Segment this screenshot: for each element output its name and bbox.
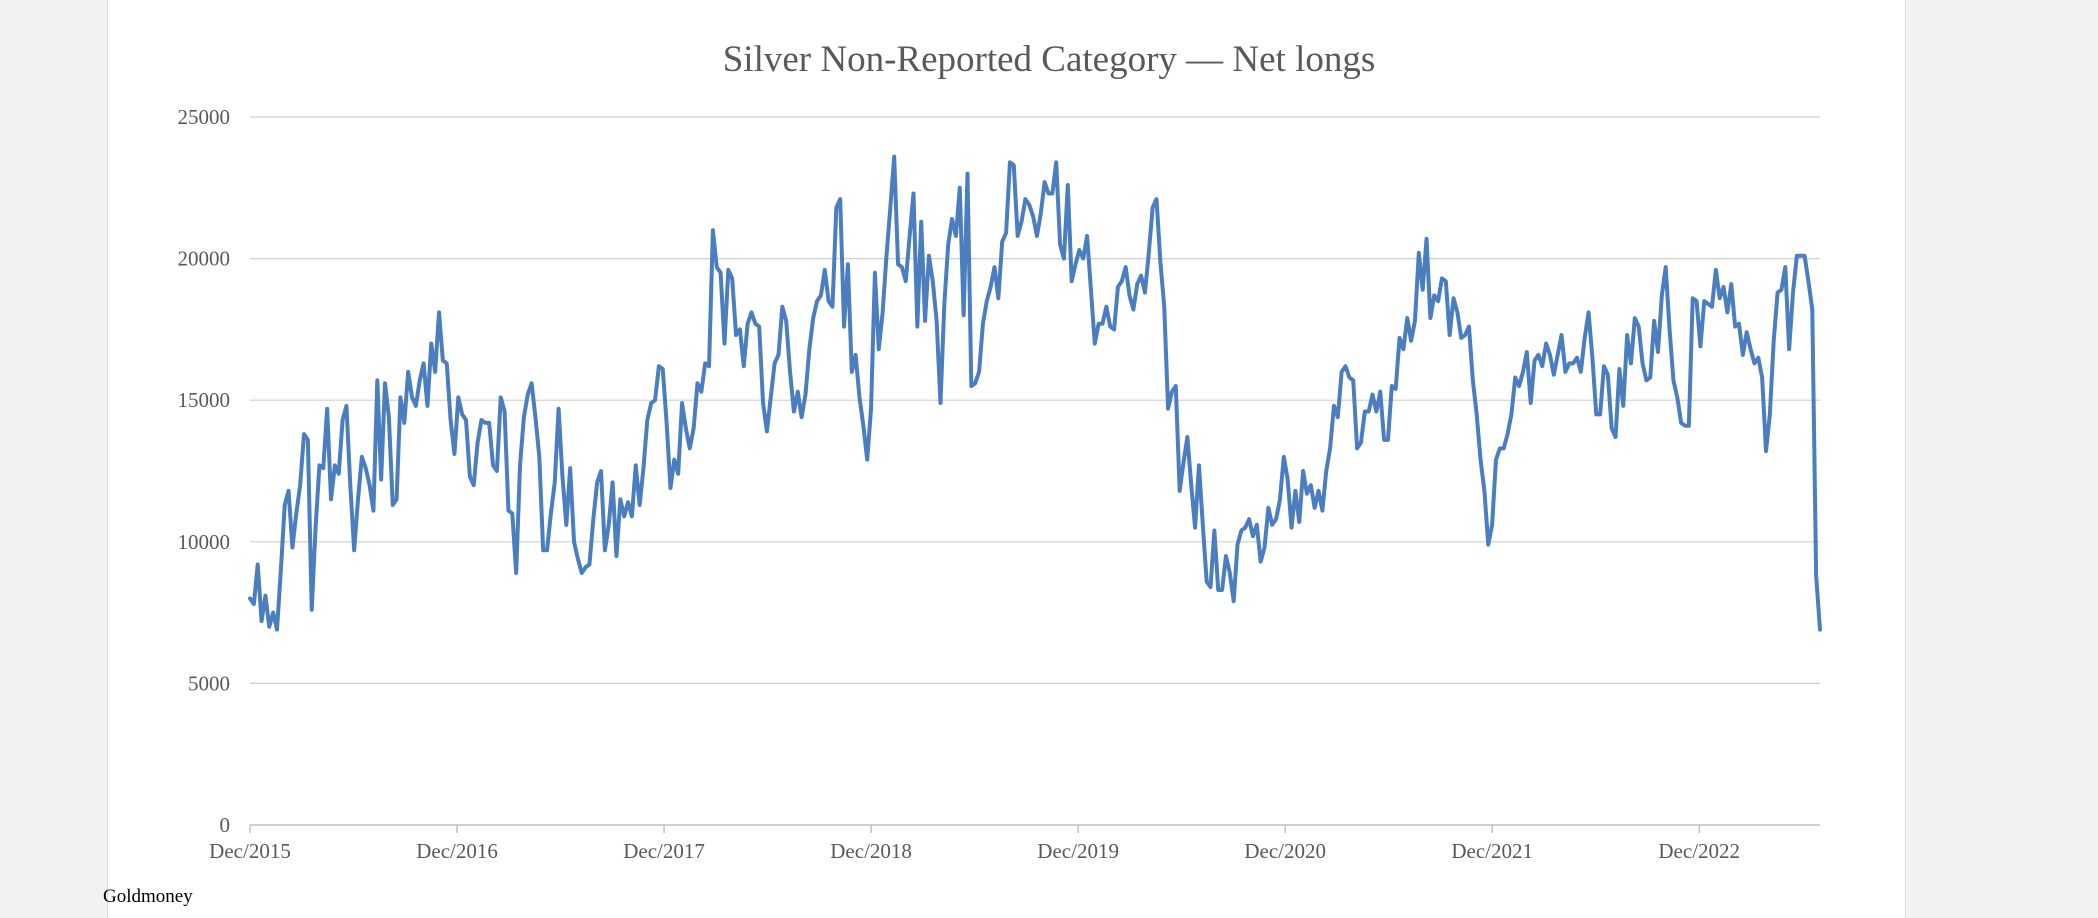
y-axis-ticks: 0 5000 10000 15000 20000 25000 <box>178 105 231 837</box>
x-axis-ticks: Dec/2015 Dec/2016 Dec/2017 Dec/2018 Dec/2019… <box>209 825 1740 863</box>
x-tick-label: Dec/2018 <box>830 839 912 863</box>
x-tick-label: Dec/2015 <box>209 839 291 863</box>
x-tick-label: Dec/2019 <box>1037 839 1119 863</box>
y-tick-label: 20000 <box>178 247 231 271</box>
y-tick-label: 15000 <box>178 388 231 412</box>
y-tick-label: 0 <box>220 813 231 837</box>
x-tick-label: Dec/2021 <box>1451 839 1533 863</box>
x-tick-label: Dec/2022 <box>1658 839 1740 863</box>
y-tick-label: 5000 <box>188 671 230 695</box>
x-tick-label: Dec/2017 <box>623 839 705 863</box>
x-tick-label: Dec/2016 <box>416 839 498 863</box>
y-tick-label: 25000 <box>178 105 231 129</box>
y-tick-label: 10000 <box>178 530 231 554</box>
grid-lines <box>250 116 1820 826</box>
source-label: Goldmoney <box>103 886 193 907</box>
page-canvas <box>107 0 1906 918</box>
series-line <box>248 154 1822 632</box>
chart-title: Silver Non-Reported Category — Net longs <box>722 39 1376 80</box>
x-tick-label: Dec/2020 <box>1244 839 1326 863</box>
